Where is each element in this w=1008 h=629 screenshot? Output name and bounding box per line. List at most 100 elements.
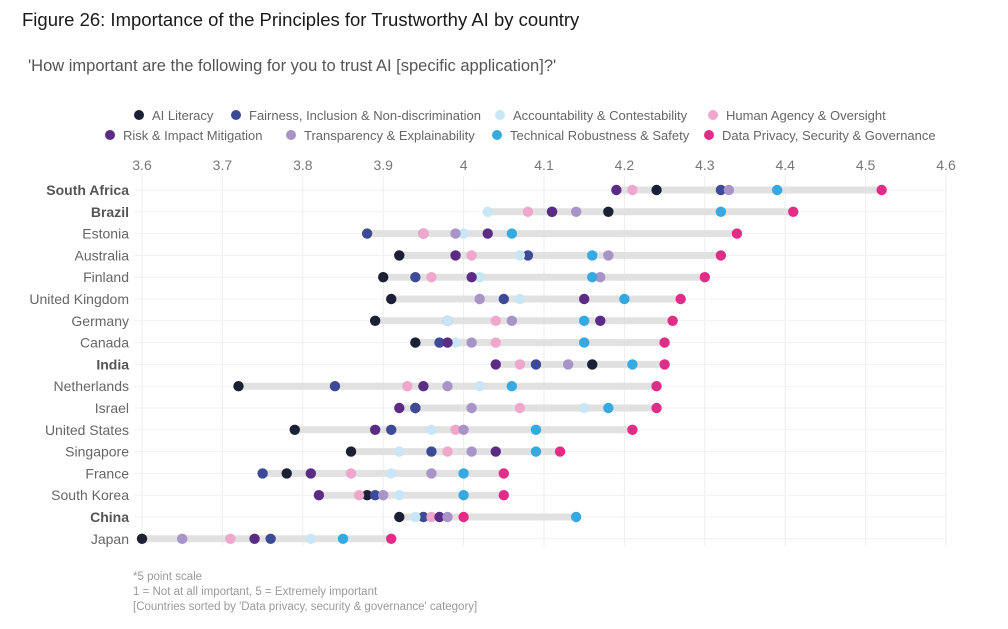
data-point[interactable] (514, 359, 526, 370)
data-point[interactable] (450, 250, 461, 261)
data-point[interactable] (450, 337, 461, 348)
data-point[interactable] (562, 359, 574, 370)
data-point[interactable] (587, 272, 598, 283)
data-point[interactable] (579, 402, 590, 414)
data-point[interactable] (466, 402, 477, 414)
data-point[interactable] (426, 272, 437, 283)
data-point[interactable] (289, 424, 300, 435)
data-point[interactable] (466, 250, 477, 261)
data-point[interactable] (570, 206, 582, 217)
data-point[interactable] (603, 402, 614, 414)
data-point[interactable] (474, 272, 485, 283)
data-point[interactable] (627, 184, 638, 196)
data-point[interactable] (466, 337, 477, 348)
data-point[interactable] (458, 468, 469, 479)
data-point[interactable] (225, 533, 236, 544)
data-point[interactable] (386, 533, 397, 544)
data-point[interactable] (369, 315, 381, 326)
data-point[interactable] (369, 490, 381, 501)
data-point[interactable] (490, 315, 501, 326)
data-point[interactable] (667, 315, 678, 326)
data-point[interactable] (490, 337, 501, 348)
data-point[interactable] (402, 381, 413, 392)
data-point[interactable] (458, 228, 469, 239)
data-point[interactable] (715, 250, 727, 261)
data-point[interactable] (233, 381, 244, 392)
data-point[interactable] (611, 184, 622, 196)
data-point[interactable] (595, 272, 606, 283)
data-point[interactable] (514, 402, 526, 414)
legend-item-data-privacy[interactable]: Data Privacy, Security & Governance (704, 126, 936, 144)
data-point[interactable] (490, 359, 501, 370)
data-point[interactable] (386, 293, 397, 305)
data-point[interactable] (426, 446, 437, 457)
data-point[interactable] (771, 184, 783, 196)
data-point[interactable] (715, 206, 727, 217)
data-point[interactable] (554, 446, 566, 457)
data-point[interactable] (361, 490, 373, 501)
data-point[interactable] (651, 381, 662, 392)
data-point[interactable] (651, 184, 662, 196)
data-point[interactable] (546, 206, 558, 217)
data-point[interactable] (579, 315, 590, 326)
data-point[interactable] (434, 511, 445, 523)
data-point[interactable] (788, 206, 799, 217)
data-point[interactable] (627, 424, 638, 435)
legend-item-ai-literacy[interactable]: AI Literacy (134, 106, 213, 124)
data-point[interactable] (378, 272, 389, 283)
data-point[interactable] (458, 511, 469, 523)
data-point[interactable] (386, 468, 397, 479)
data-point[interactable] (394, 402, 405, 414)
data-point[interactable] (394, 250, 405, 261)
data-point[interactable] (426, 511, 437, 523)
data-point[interactable] (305, 468, 317, 479)
data-point[interactable] (506, 381, 518, 392)
data-point[interactable] (410, 511, 421, 523)
data-point[interactable] (490, 446, 501, 457)
data-point[interactable] (378, 490, 389, 501)
data-point[interactable] (418, 381, 429, 392)
data-point[interactable] (394, 446, 405, 457)
data-point[interactable] (579, 337, 590, 348)
legend-item-accountability[interactable]: Accountability & Contestability (495, 106, 687, 124)
data-point[interactable] (426, 468, 437, 479)
data-point[interactable] (482, 206, 493, 217)
data-point[interactable] (570, 511, 582, 523)
data-point[interactable] (651, 402, 662, 414)
data-point[interactable] (619, 293, 630, 305)
data-point[interactable] (466, 446, 477, 457)
data-point[interactable] (442, 337, 453, 348)
data-point[interactable] (530, 424, 542, 435)
data-point[interactable] (659, 359, 670, 370)
data-point[interactable] (394, 511, 405, 523)
data-point[interactable] (514, 293, 526, 305)
data-point[interactable] (442, 315, 453, 326)
data-point[interactable] (715, 184, 727, 196)
data-point[interactable] (418, 228, 429, 239)
data-point[interactable] (587, 250, 598, 261)
data-point[interactable] (506, 228, 518, 239)
data-point[interactable] (522, 250, 534, 261)
data-point[interactable] (603, 250, 614, 261)
data-point[interactable] (458, 424, 469, 435)
data-point[interactable] (177, 533, 188, 544)
data-point[interactable] (723, 184, 735, 196)
data-point[interactable] (345, 446, 357, 457)
data-point[interactable] (442, 511, 453, 523)
data-point[interactable] (353, 490, 365, 501)
data-point[interactable] (442, 446, 453, 457)
data-point[interactable] (498, 468, 509, 479)
data-point[interactable] (603, 206, 614, 217)
data-point[interactable] (418, 511, 429, 523)
data-point[interactable] (281, 468, 292, 479)
data-point[interactable] (498, 293, 509, 305)
data-point[interactable] (265, 533, 276, 544)
data-point[interactable] (458, 490, 469, 501)
data-point[interactable] (442, 381, 453, 392)
legend-item-transparency[interactable]: Transparency & Explainability (286, 126, 475, 144)
data-point[interactable] (434, 337, 445, 348)
data-point[interactable] (522, 206, 534, 217)
data-point[interactable] (514, 250, 526, 261)
data-point[interactable] (410, 402, 421, 414)
legend-item-fairness[interactable]: Fairness, Inclusion & Non-discrimination (231, 106, 481, 124)
